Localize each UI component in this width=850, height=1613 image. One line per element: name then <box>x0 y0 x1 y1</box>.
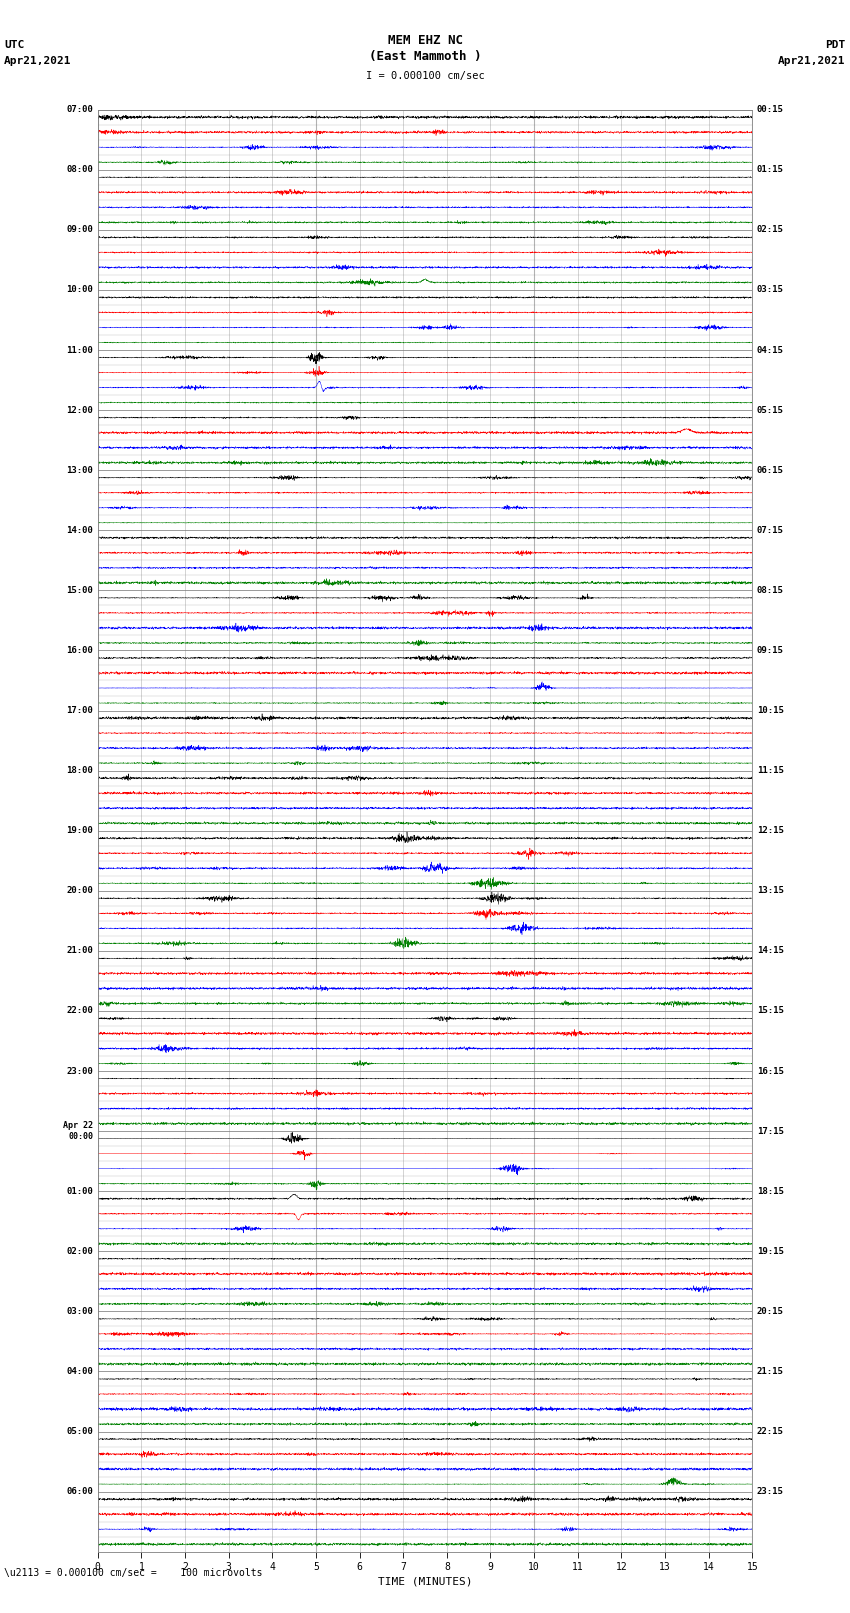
Text: 18:15: 18:15 <box>756 1187 784 1195</box>
Text: 08:15: 08:15 <box>756 586 784 595</box>
Text: 19:15: 19:15 <box>756 1247 784 1257</box>
Text: 17:00: 17:00 <box>66 706 94 715</box>
Text: 17:15: 17:15 <box>756 1126 784 1136</box>
Text: 10:00: 10:00 <box>66 286 94 295</box>
Text: 22:00: 22:00 <box>66 1007 94 1016</box>
Text: 15:00: 15:00 <box>66 586 94 595</box>
Text: I = 0.000100 cm/sec: I = 0.000100 cm/sec <box>366 71 484 81</box>
Text: 13:15: 13:15 <box>756 886 784 895</box>
Text: 20:15: 20:15 <box>756 1307 784 1316</box>
Text: 19:00: 19:00 <box>66 826 94 836</box>
X-axis label: TIME (MINUTES): TIME (MINUTES) <box>377 1576 473 1586</box>
Text: (East Mammoth ): (East Mammoth ) <box>369 50 481 63</box>
Text: 11:15: 11:15 <box>756 766 784 776</box>
Text: 06:15: 06:15 <box>756 466 784 474</box>
Text: PDT: PDT <box>825 40 846 50</box>
Text: 04:15: 04:15 <box>756 345 784 355</box>
Text: 21:00: 21:00 <box>66 947 94 955</box>
Text: 04:00: 04:00 <box>66 1366 94 1376</box>
Text: 21:15: 21:15 <box>756 1366 784 1376</box>
Text: 06:00: 06:00 <box>66 1487 94 1497</box>
Text: 14:00: 14:00 <box>66 526 94 536</box>
Text: 02:00: 02:00 <box>66 1247 94 1257</box>
Text: 09:15: 09:15 <box>756 645 784 655</box>
Text: 09:00: 09:00 <box>66 226 94 234</box>
Text: 07:15: 07:15 <box>756 526 784 536</box>
Text: 02:15: 02:15 <box>756 226 784 234</box>
Text: 18:00: 18:00 <box>66 766 94 776</box>
Text: 23:15: 23:15 <box>756 1487 784 1497</box>
Text: Apr21,2021: Apr21,2021 <box>779 56 846 66</box>
Text: 20:00: 20:00 <box>66 886 94 895</box>
Text: \u2113 = 0.000100 cm/sec =    100 microvolts: \u2113 = 0.000100 cm/sec = 100 microvolt… <box>4 1568 263 1578</box>
Text: 12:15: 12:15 <box>756 826 784 836</box>
Text: 23:00: 23:00 <box>66 1066 94 1076</box>
Text: 00:15: 00:15 <box>756 105 784 115</box>
Text: 01:15: 01:15 <box>756 165 784 174</box>
Text: Apr21,2021: Apr21,2021 <box>4 56 71 66</box>
Text: 15:15: 15:15 <box>756 1007 784 1016</box>
Text: 13:00: 13:00 <box>66 466 94 474</box>
Text: UTC: UTC <box>4 40 25 50</box>
Text: Apr 22
00:00: Apr 22 00:00 <box>63 1121 94 1140</box>
Text: MEM EHZ NC: MEM EHZ NC <box>388 34 462 47</box>
Text: 14:15: 14:15 <box>756 947 784 955</box>
Text: 05:00: 05:00 <box>66 1428 94 1436</box>
Text: 03:15: 03:15 <box>756 286 784 295</box>
Text: 10:15: 10:15 <box>756 706 784 715</box>
Text: 01:00: 01:00 <box>66 1187 94 1195</box>
Text: 22:15: 22:15 <box>756 1428 784 1436</box>
Text: 07:00: 07:00 <box>66 105 94 115</box>
Text: 11:00: 11:00 <box>66 345 94 355</box>
Text: 05:15: 05:15 <box>756 405 784 415</box>
Text: 12:00: 12:00 <box>66 405 94 415</box>
Text: 16:15: 16:15 <box>756 1066 784 1076</box>
Text: 16:00: 16:00 <box>66 645 94 655</box>
Text: 08:00: 08:00 <box>66 165 94 174</box>
Text: 03:00: 03:00 <box>66 1307 94 1316</box>
